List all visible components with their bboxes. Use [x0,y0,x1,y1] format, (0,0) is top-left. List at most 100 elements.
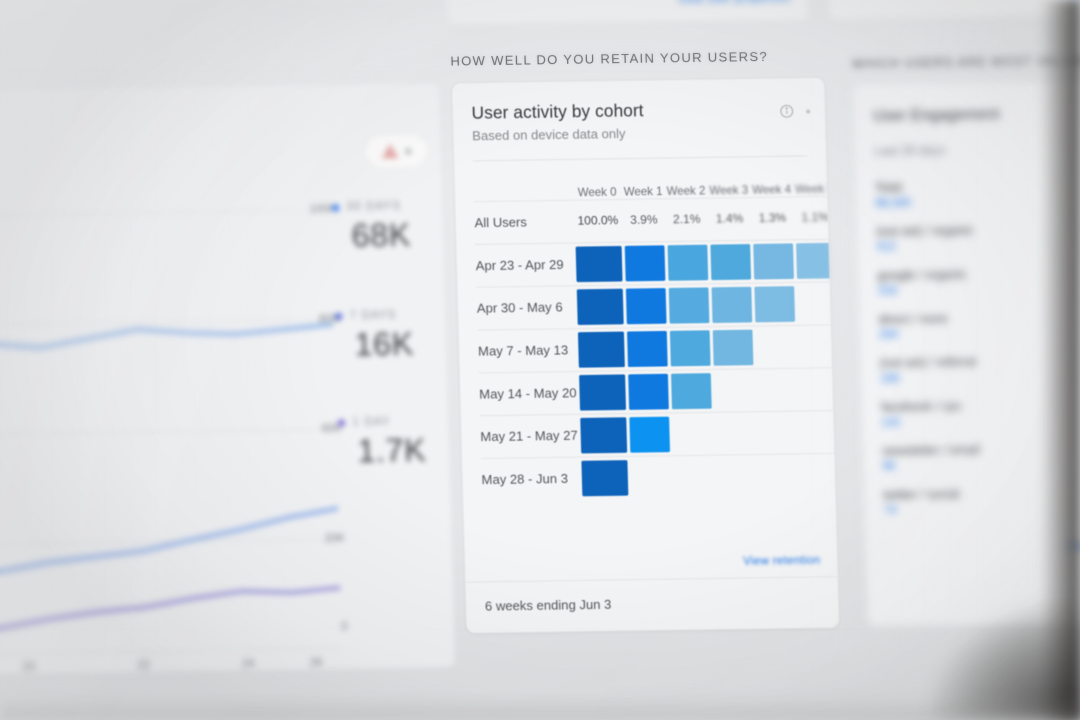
cohort-row-label: Apr 30 - May 6 [476,299,563,316]
metric-30-days: 30 DAYS 68K [331,200,412,255]
right-card-subtitle: Last 28 days [873,142,946,159]
cohort-section-heading: HOW WELL DO YOU RETAIN YOUR USERS? [450,49,769,69]
list-item[interactable]: google / organic 318 [858,257,1080,305]
heat-cell[interactable] [627,330,668,367]
heat-cell[interactable] [667,244,709,281]
column-header-week-1: Week 1 [623,185,663,199]
all-users-week-3: 1.4% [715,212,744,226]
heat-cell[interactable] [754,285,796,322]
heat-cell[interactable] [576,288,624,325]
active-users-line-chart: 100K 80K 60K 20K 0 20 22 24 26 [0,203,348,674]
metric-label-text: 1 DAY [352,415,391,429]
more-options-icon[interactable] [806,108,811,114]
user-engagement-card[interactable]: User Engagement Last 28 days Total 68,34… [852,79,1080,627]
cohort-row-label: Apr 23 - Apr 29 [475,256,564,273]
column-header-week-2: Week 2 [666,185,706,199]
view-retention-link[interactable]: View retention [743,554,821,569]
table-row[interactable]: May 14 - May 20 [478,366,840,415]
line-series-1-day [0,585,342,641]
cohort-section: HOW WELL DO YOU RETAIN YOUR USERS? User … [450,48,854,634]
heat-cell[interactable] [629,416,671,453]
heat-cell[interactable] [580,416,628,453]
top-card-all-reports[interactable]: View all reports [823,0,1080,22]
all-users-week-0: 100.0% [577,214,619,228]
legend-dot-icon [337,418,346,427]
table-row[interactable]: Apr 30 - May 6 [476,281,840,330]
user-activity-overview-card[interactable]: 100K 80K 60K 20K 0 20 22 24 26 30 DAYS [0,81,457,677]
view-all-users-link[interactable]: View all users [1066,538,1080,554]
cohort-row-label: May 7 - May 13 [477,342,569,359]
heat-cell[interactable] [712,329,754,366]
list-item-value: 96 [882,460,896,474]
card-header: User activity by cohort Based on device … [452,78,826,162]
column-header-week-4: Week 4 [752,183,792,197]
heat-cell[interactable] [628,373,669,410]
user-activity-by-cohort-card[interactable]: User activity by cohort Based on device … [450,76,840,634]
list-item-value: 186 [880,372,900,386]
heat-cell[interactable] [710,243,752,280]
list-item[interactable]: direct / none 294 [859,301,1080,349]
x-axis-tick: 24 [241,657,255,671]
engagement-list: Total 68,340 (not set) / organic 412 goo… [856,169,1080,524]
top-card-user-properties[interactable]: View user properties [441,0,812,27]
cohort-row-label: May 21 - May 27 [480,427,578,444]
list-item-label: newsletter / email [882,442,980,459]
metric-label-text: 7 DAYS [349,308,397,323]
heat-row [577,329,754,368]
heat-cell[interactable] [671,372,712,409]
heat-cell[interactable] [624,244,666,281]
legend-dot-icon [331,203,340,212]
metric-1-day: 1 DAY 1.7K [337,415,427,471]
heat-cell[interactable] [577,331,625,368]
cohort-footer-caption: 6 weeks ending Jun 3 [484,597,612,614]
column-header-week-3: Week 3 [709,184,749,198]
list-item-value: 74 [883,504,897,517]
metric-value: 16K [354,325,415,363]
all-users-week-5: 1.1% [801,210,830,224]
table-row[interactable]: May 21 - May 27 [479,409,840,458]
list-item-value: 294 [878,328,899,342]
heat-cell[interactable] [753,242,794,279]
x-axis-tick: 26 [309,656,323,670]
list-item[interactable]: (not set) / organic 412 [857,213,1080,261]
table-row[interactable]: May 7 - May 13 [477,324,840,372]
column-header-week-5: Week 5 [794,183,835,197]
info-circle-icon[interactable] [779,103,795,119]
list-item-label: twitter / social [883,486,960,503]
list-item[interactable]: twitter / social 74 [864,476,1080,524]
card-actions[interactable] [779,103,811,119]
heat-cell[interactable] [581,459,629,496]
column-header-week-0: Week 0 [577,186,617,200]
heat-cell[interactable] [669,329,711,366]
line-series-group [0,321,342,641]
list-item[interactable]: newsletter / email 96 [863,432,1080,480]
list-item[interactable]: Total 68,340 [856,169,1080,217]
metric-label: 1 DAY [337,415,426,429]
heat-cell[interactable] [579,373,627,411]
x-axis-tick: 22 [137,659,151,673]
table-row[interactable]: Apr 23 - Apr 29 [475,238,840,287]
list-item[interactable]: facebook / cpc 142 [862,388,1080,436]
view-all-reports-link[interactable]: View all reports [1065,0,1080,2]
list-item[interactable]: (not set) / referral 186 [861,345,1080,393]
metric-label: 7 DAYS [334,308,413,323]
y-axis-tick: 0 [340,620,348,634]
chevron-down-icon [405,148,412,154]
heat-cell[interactable] [711,286,753,323]
right-section-heading: WHICH USERS ARE MOST VALUABLE? [851,52,1080,72]
list-item-label: Total [874,180,902,196]
heat-row [575,242,837,282]
table-row[interactable]: May 28 - Jun 3 [480,452,840,501]
data-warning-badge[interactable] [363,132,430,170]
heat-cell[interactable] [668,286,710,324]
list-item-value: 68,340 [875,196,911,210]
heat-cell[interactable] [625,287,667,324]
heat-cell[interactable] [575,245,623,282]
metric-value: 68K [351,216,412,255]
cohort-row-label: May 14 - May 20 [479,385,577,402]
list-item-label: (not set) / referral [879,354,977,371]
footer-divider [465,576,838,583]
heat-cell[interactable] [796,242,837,279]
view-user-properties-link[interactable]: View user properties [677,0,790,6]
